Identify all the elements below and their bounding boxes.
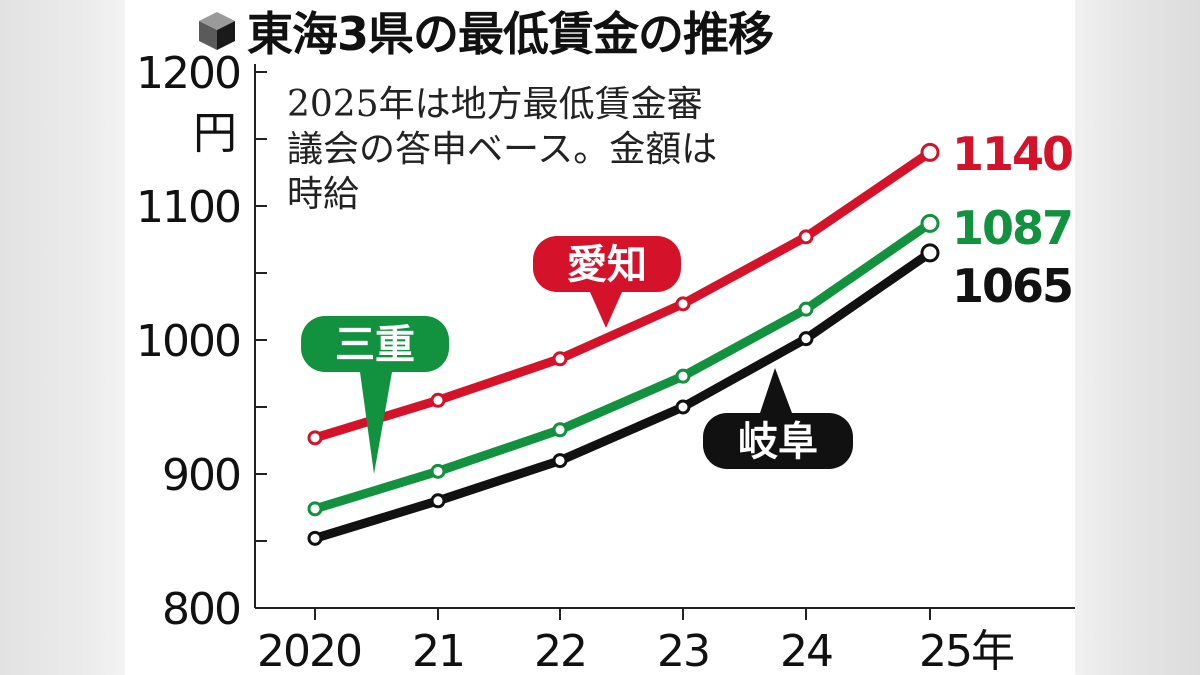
series-tag-gifu: 岐阜 [703, 368, 853, 469]
data-point-aichi [920, 142, 940, 162]
axes: 800 900 1000 1100 1200 円 2020 21 22 23 24 25年 [136, 48, 1075, 675]
data-point-gifu [307, 530, 323, 546]
data-point-mie [798, 301, 814, 317]
end-value-aichi: 1140 [952, 127, 1072, 181]
series-tag-box [301, 316, 449, 372]
series-tag-pointer [760, 368, 792, 413]
series-tag-pointer [360, 372, 392, 474]
y-tick-label: 1200 [136, 48, 240, 99]
series-lines [307, 142, 940, 546]
series-tag-box [533, 236, 681, 292]
chart-note: 2025年は地方最低賃金審 議会の答申ベース。金額は 時給 [287, 84, 718, 215]
data-point-aichi [798, 229, 814, 245]
x-tick-label: 24 [780, 626, 832, 675]
series-tag-mie: 三重 [301, 316, 449, 474]
cube-icon [199, 12, 235, 50]
data-point-mie [552, 422, 568, 438]
x-tick-label: 25年 [919, 626, 1013, 675]
data-point-aichi [552, 351, 568, 367]
data-point-mie [920, 213, 940, 233]
series-line-gifu [310, 248, 935, 543]
data-point-gifu [552, 453, 568, 469]
data-point-gifu [675, 399, 691, 415]
right-margin [1075, 0, 1200, 675]
series-tag-label: 三重 [335, 322, 415, 368]
series-tag-label: 愛知 [567, 242, 647, 288]
series-tag-box [703, 413, 853, 469]
series-tag-label: 岐阜 [738, 419, 818, 465]
series-line-aichi [310, 147, 935, 443]
data-point-gifu [430, 493, 446, 509]
left-margin [0, 0, 125, 675]
data-point-mie [675, 368, 691, 384]
data-point-aichi [307, 430, 323, 446]
series-tag-aichi: 愛知 [533, 236, 681, 328]
y-tick-label: 1100 [136, 182, 240, 233]
data-point-aichi [430, 392, 446, 408]
y-tick-label: 800 [162, 584, 240, 635]
x-tick-label: 21 [412, 626, 464, 675]
y-tick-label: 900 [162, 450, 240, 501]
series-tag-pointer [590, 292, 622, 328]
data-point-gifu [920, 243, 940, 263]
y-axis-unit: 円 [193, 108, 235, 159]
data-point-mie [430, 463, 446, 479]
series-line-mie [310, 218, 935, 514]
x-tick-label: 23 [657, 626, 709, 675]
data-point-gifu [798, 331, 814, 347]
x-tick-label: 22 [534, 626, 586, 675]
y-tick-label: 1000 [136, 316, 240, 367]
end-value-gifu: 1065 [952, 259, 1072, 313]
chart-title: 東海3県の最低賃金の推移 [195, 2, 774, 61]
data-point-aichi [675, 296, 691, 312]
data-point-mie [307, 501, 323, 517]
x-tick-label: 2020 [257, 626, 361, 675]
title-text: 東海3県の最低賃金の推移 [247, 7, 774, 61]
end-value-mie: 1087 [952, 201, 1072, 255]
